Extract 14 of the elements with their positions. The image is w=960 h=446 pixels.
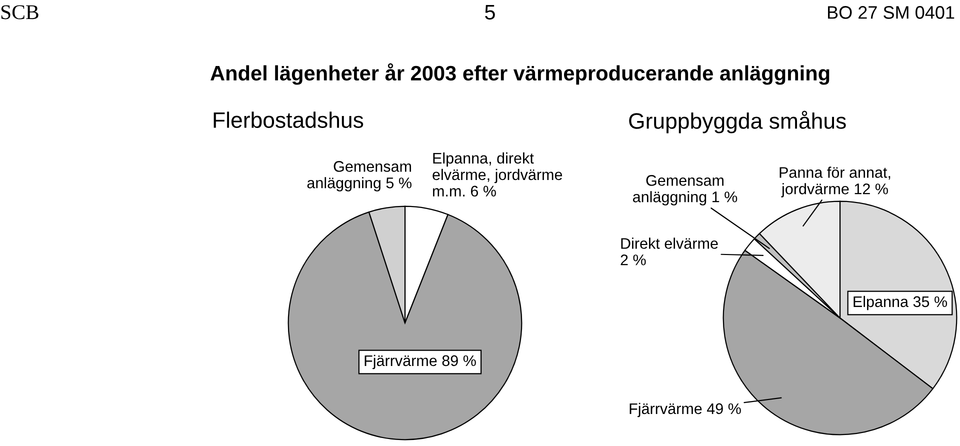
chart-title: Flerbostadshus: [214, 112, 364, 128]
text: SCB: [1, 5, 38, 20]
slice-label: Gemensam anläggning 5 %: [307, 161, 412, 192]
slice-label: Fjärrvärme 49 %: [630, 402, 741, 418]
text: 5: [485, 5, 495, 20]
chart-title: Gruppbyggda småhus: [629, 110, 846, 134]
text: BO 27 SM 0401: [828, 6, 954, 19]
slice-label: Panna för annat, jordvärme 12 %: [780, 166, 890, 198]
slice-label: Elpanna 35 %: [854, 296, 948, 310]
text: Andel lägenheter år 2003 efter värmeproducerande anläggning: [210, 63, 830, 85]
slice-label: Elpanna, direkt elvärme, jordvärme m.m. 6 %: [432, 152, 562, 197]
slice-label: Fjärrvärme 89 %: [364, 354, 476, 370]
slice-label: Direkt elvärme 2 %: [620, 238, 718, 266]
slice-label: Gemensam anläggning 1 %: [632, 175, 738, 206]
